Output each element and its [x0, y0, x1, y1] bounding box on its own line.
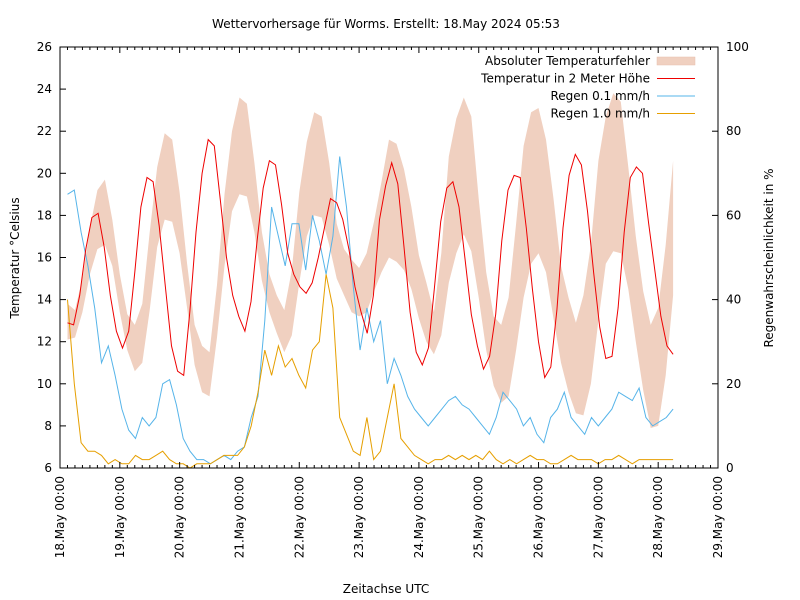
- y-tick-label: 6: [44, 461, 52, 475]
- y2-tick-label: 40: [726, 293, 741, 307]
- y2-tick-label: 60: [726, 208, 741, 222]
- axes: 6 8 10 12 14 16 18 20 22 24 26 0 20 40 60 80 100 18.May 0…: [37, 40, 749, 558]
- rain-0.1-line: [67, 156, 674, 465]
- x-tick-label: 22.May 00:00: [292, 476, 306, 558]
- x-axis-label: Zeitachse UTC: [343, 582, 429, 596]
- x-tick-label: 19.May 00:00: [113, 476, 127, 558]
- y-tick-label: 20: [37, 166, 52, 180]
- y-axis-label: Temperatur °Celsius: [8, 197, 22, 319]
- x-tick-label: 28.May 00:00: [651, 476, 665, 558]
- y-tick-label: 16: [37, 251, 52, 265]
- y-tick-label: 22: [37, 124, 52, 138]
- x-tick-label: 21.May 00:00: [232, 476, 246, 558]
- y-tick-label: 8: [44, 419, 52, 433]
- y2-tick-label: 80: [726, 124, 741, 138]
- legend-swatch-band: [656, 56, 696, 66]
- chart-title: Wettervorhersage für Worms. Erstellt: 18…: [212, 17, 560, 31]
- x-tick-label: 25.May 00:00: [472, 476, 486, 558]
- y-tick-label: 24: [37, 82, 52, 96]
- x-tick-label: 29.May 00:00: [711, 476, 725, 558]
- x-tick-label: 26.May 00:00: [532, 476, 546, 558]
- y-tick-label: 12: [37, 335, 52, 349]
- legend: Absoluter Temperaturfehler Temperatur in …: [480, 54, 696, 121]
- temperature-line: [67, 138, 674, 379]
- x-tick-label: 27.May 00:00: [591, 476, 605, 558]
- y-tick-label: 14: [37, 293, 52, 307]
- y2-tick-label: 100: [726, 40, 749, 54]
- x-tick-label: 23.May 00:00: [352, 476, 366, 558]
- x-tick-label: 20.May 00:00: [173, 476, 187, 558]
- y-tick-label: 18: [37, 208, 52, 222]
- plot-area: [67, 93, 674, 469]
- temperature-error-band: [67, 93, 674, 429]
- x-tick-label: 18.May 00:00: [53, 476, 67, 558]
- y2-tick-label: 20: [726, 377, 741, 391]
- legend-label: Temperatur in 2 Meter Höhe: [480, 72, 650, 86]
- legend-label: Absoluter Temperaturfehler: [485, 54, 650, 68]
- y2-tick-label: 0: [726, 461, 734, 475]
- legend-label: Regen 1.0 mm/h: [550, 107, 650, 121]
- y-tick-label: 10: [37, 377, 52, 391]
- y2-axis-label: Regenwahrscheinlichkeit in %: [762, 168, 776, 347]
- x-tick-label: 24.May 00:00: [412, 476, 426, 558]
- legend-label: Regen 0.1 mm/h: [550, 89, 650, 103]
- rain-1.0-line: [67, 274, 674, 469]
- y-tick-label: 26: [37, 40, 52, 54]
